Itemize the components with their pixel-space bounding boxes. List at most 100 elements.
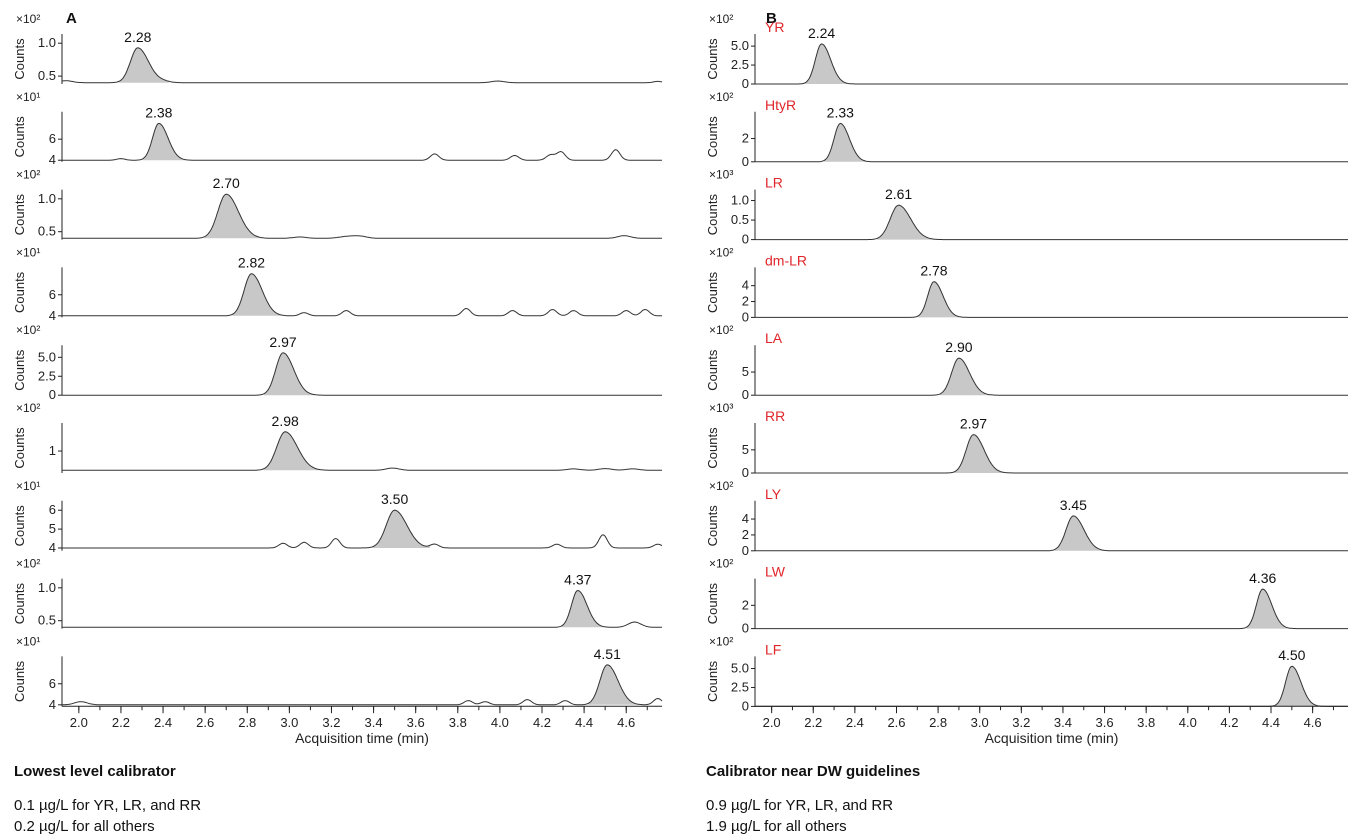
panel-a-trace-2-ylabel: Counts (12, 116, 27, 158)
panel-b-xtick-label: 4.6 (1304, 715, 1322, 730)
panel-a-trace-9-ytick-label: 6 (49, 676, 56, 691)
panel-a-trace-6-signal-line (62, 431, 662, 471)
panel-a-trace-8-peak-area (561, 590, 605, 628)
panel-a-trace-5-signal-line (62, 352, 662, 396)
panel-a-trace-2-ytick-label: 6 (49, 131, 56, 146)
panel-b-xtick-label: 2.2 (804, 715, 822, 730)
panel-a-xtick-label: 4.0 (491, 715, 509, 730)
panel-b-trace-2-compound-label: HtyR (765, 97, 796, 113)
panel-b-trace-1-peak-label: 2.24 (808, 25, 835, 41)
panel-a-trace-1-peak-area (118, 47, 169, 83)
panel-a-trace-8-ytick-label: 0.5 (38, 613, 56, 628)
panel-a-xtick-label: 3.0 (280, 715, 298, 730)
panel-a-trace-8-ylabel: Counts (12, 583, 27, 625)
panel-b-caption-line-1: 0.9 µg/L for YR, LR, and RR (706, 797, 894, 814)
panel-b-trace-9-compound-label: LF (765, 641, 781, 657)
panel-b-trace-1-ytick-label: 5.0 (731, 38, 749, 53)
panel-b-trace-4-compound-label: dm-LR (765, 252, 807, 268)
panel-a-xtick-label: 2.8 (238, 715, 256, 730)
panel-a-trace-1-signal-line (61, 47, 663, 84)
panel-a-xtick-label: 3.6 (407, 715, 425, 730)
panel-b-trace-3-peak-area (876, 205, 934, 240)
panel-b-trace-8-compound-label: LW (765, 564, 786, 580)
panel-a-trace-2-ytick-label: 4 (49, 152, 56, 167)
panel-a-trace-2-peak-label: 2.38 (145, 104, 172, 120)
panel-b-trace-7-peak-label: 3.45 (1060, 497, 1087, 513)
panel-b-trace-2-peak-label: 2.33 (827, 104, 854, 120)
panel-a-trace-4-peak-label: 2.82 (238, 255, 265, 271)
panel-b-trace-3-ytick-label: 0 (742, 232, 749, 247)
panel-b-trace-8-ylabel: Counts (705, 583, 720, 625)
panel-b-trace-2-ytick-label: 0 (742, 154, 749, 169)
panel-a-trace-7-peak-label: 3.50 (381, 491, 408, 507)
panel-b-trace-9-scale: ×10² (709, 634, 733, 648)
panel-b-xtick-label: 3.6 (1096, 715, 1114, 730)
panel-a-trace-7-scale: ×10¹ (16, 479, 40, 493)
panel-a-trace-4-ytick-label: 6 (49, 287, 56, 302)
panel-b-trace-4-ytick-label: 0 (742, 309, 749, 324)
panel-b-xtick-label: 3.4 (1054, 715, 1072, 730)
panel-b-xtick-label: 4.4 (1262, 715, 1280, 730)
panel-b-trace-3-scale: ×10³ (709, 168, 733, 182)
panel-b-trace-1-ytick-label: 2.5 (731, 57, 749, 72)
panel-a-trace-9-peak-area (588, 664, 639, 705)
panel-b-trace-6-compound-label: RR (765, 408, 785, 424)
panel-a-xtick-label: 4.2 (533, 715, 551, 730)
panel-b-xtick-label: 4.0 (1179, 715, 1197, 730)
panel-a-xtick-label: 4.6 (617, 715, 635, 730)
panel-b-trace-6-signal-line (755, 434, 1348, 474)
panel-b-trace-1-peak-area (805, 43, 848, 84)
panel-b-caption-title: Calibrator near DW guidelines (706, 763, 921, 780)
panel-b-trace-3-peak-label: 2.61 (885, 186, 912, 202)
panel-b-trace-3-ytick-label: 1.0 (731, 193, 749, 208)
panel-a-xtick-label: 4.4 (575, 715, 593, 730)
panel-b-trace-8-ytick-label: 2 (742, 597, 749, 612)
panel-b-label: B (766, 10, 777, 27)
panel-b-trace-1-compound-label: YR (765, 19, 784, 35)
panel-a-label: A (66, 10, 77, 27)
panel-a-xtick-label: 2.0 (70, 715, 88, 730)
panel-b-trace-6-ytick-label: 0 (742, 465, 749, 480)
panel-a-trace-8-peak-label: 4.37 (564, 571, 591, 587)
panel-b-xlabel: Acquisition time (min) (985, 730, 1119, 746)
panel-b-trace-3-compound-label: LR (765, 175, 783, 191)
panel-b-trace-4-signal-line (755, 281, 1348, 318)
panel-b-trace-8-scale: ×10² (709, 557, 733, 571)
panel-a-trace-6-peak-area (263, 431, 321, 471)
panel-b-trace-9-peak-label: 4.50 (1278, 647, 1305, 663)
panel-a-trace-2-peak-area (142, 123, 186, 161)
panel-b-xtick-label: 2.4 (846, 715, 864, 730)
panel-a-trace-4-ylabel: Counts (12, 271, 27, 313)
panel-a-trace-4-signal-line (62, 273, 662, 317)
panel-b-trace-7-ytick-label: 2 (742, 527, 749, 542)
panel-b-trace-5-compound-label: LA (765, 330, 783, 346)
panel-b-trace-6-peak-area (954, 434, 1005, 473)
panel-b-trace-4-scale: ×10² (709, 245, 733, 259)
panel-a-trace-8-signal-line (62, 589, 662, 628)
panel-b-trace-2-ylabel: Counts (705, 116, 720, 158)
panel-a-trace-5-ytick-label: 5.0 (38, 349, 56, 364)
panel-a-trace-8-ytick-label: 1.0 (38, 580, 56, 595)
panel-b-trace-8-peak-label: 4.36 (1249, 570, 1276, 586)
panel-a-trace-6-ylabel: Counts (12, 427, 27, 469)
panel-a-trace-3-ytick-label: 0.5 (38, 224, 56, 239)
panel-b-trace-5-peak-label: 2.90 (945, 339, 972, 355)
panel-b-trace-7-scale: ×10² (709, 479, 733, 493)
panel-a-trace-5-ylabel: Counts (12, 349, 27, 391)
panel-a-trace-4-peak-area (232, 273, 283, 316)
panel-a-trace-4-ytick-label: 4 (49, 308, 56, 323)
panel-b-trace-5-peak-area (940, 358, 990, 396)
panel-b-trace-4-peak-area (917, 281, 961, 318)
panel-b-trace-7-signal-line (755, 515, 1348, 552)
panel-b-trace-7-ytick-label: 4 (742, 511, 749, 526)
panel-b-trace-9-peak-area (1275, 666, 1318, 707)
panel-b-trace-1-ylabel: Counts (705, 38, 720, 80)
panel-b-trace-5-ylabel: Counts (705, 349, 720, 391)
panel-b-xtick-label: 2.0 (763, 715, 781, 730)
panel-b-trace-3-ylabel: Counts (705, 194, 720, 236)
panel-b-trace-9-ytick-label: 2.5 (731, 679, 749, 694)
panel-a-trace-6-ytick-label: 1 (49, 443, 56, 458)
panel-a-trace-3-peak-area (204, 194, 262, 239)
panel-a-trace-1-ytick-label: 1.0 (38, 35, 56, 50)
panel-a-trace-7-ylabel: Counts (12, 505, 27, 547)
